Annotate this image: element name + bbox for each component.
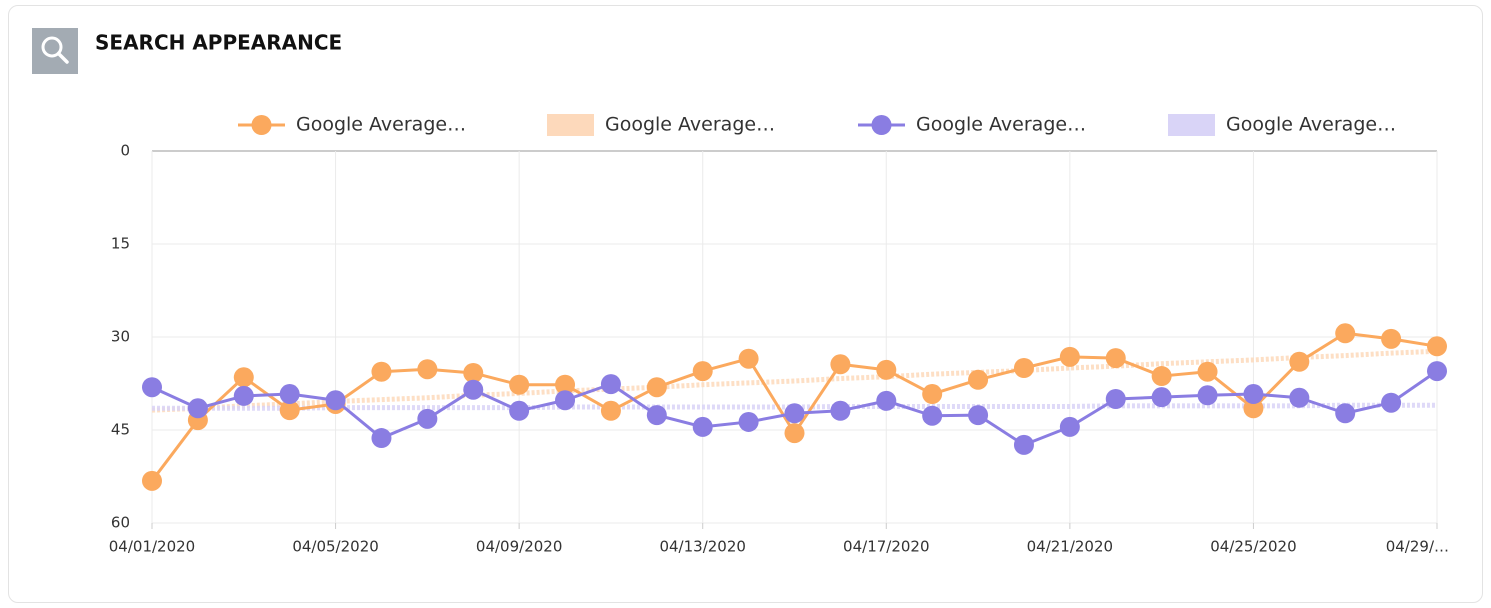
- x-tick-label: 04/05/2020: [292, 538, 378, 556]
- data-point: [187, 398, 208, 419]
- data-point: [1289, 351, 1310, 372]
- data-point: [1197, 361, 1218, 382]
- data-point: [692, 416, 713, 437]
- search-icon: [32, 28, 78, 74]
- data-point: [1151, 366, 1172, 387]
- data-point: [784, 403, 805, 424]
- data-point: [968, 405, 989, 426]
- data-point: [600, 374, 621, 395]
- x-tick-label: 04/09/2020: [476, 538, 562, 556]
- data-point: [922, 405, 943, 426]
- data-point: [417, 408, 438, 429]
- data-point: [371, 428, 392, 449]
- data-point: [646, 405, 667, 426]
- data-point: [830, 354, 851, 375]
- data-point: [1105, 389, 1126, 409]
- y-tick-label: 0: [120, 142, 130, 160]
- legend-swatch: [251, 115, 272, 135]
- card-title: SEARCH APPEARANCE: [95, 31, 342, 55]
- x-tick-label: 04/25/2020: [1210, 538, 1296, 556]
- y-tick-label: 60: [111, 514, 130, 532]
- data-point: [1105, 348, 1126, 369]
- data-point: [692, 361, 713, 382]
- data-point: [600, 400, 621, 421]
- data-point: [830, 400, 851, 421]
- data-point: [922, 384, 943, 405]
- data-point: [1427, 361, 1447, 382]
- y-tick-label: 45: [111, 421, 130, 439]
- search-icon-lens: [41, 36, 63, 58]
- data-point: [738, 348, 759, 369]
- data-point: [279, 400, 300, 421]
- data-point: [555, 390, 576, 411]
- legend-label: Google Average…: [916, 114, 1086, 136]
- data-point: [371, 361, 392, 382]
- data-point: [142, 470, 162, 491]
- y-tick-label: 15: [111, 235, 130, 253]
- x-tick-label: 04/17/2020: [843, 538, 929, 556]
- data-point: [1013, 358, 1034, 378]
- data-point: [1059, 416, 1080, 437]
- data-point: [1059, 346, 1080, 367]
- legend-swatch: [871, 115, 892, 135]
- legend-swatch: [547, 114, 594, 136]
- data-point: [509, 400, 530, 421]
- data-point: [968, 369, 989, 390]
- data-point: [738, 411, 759, 432]
- data-point: [1013, 434, 1034, 455]
- x-tick-label: 04/21/2020: [1027, 538, 1113, 556]
- data-point: [1335, 403, 1356, 424]
- data-point: [1427, 336, 1447, 357]
- x-tick-label: 04/01/2020: [109, 538, 195, 556]
- y-tick-label: 30: [111, 328, 130, 346]
- data-point: [417, 359, 438, 380]
- data-point: [1289, 387, 1310, 408]
- data-point: [1197, 385, 1218, 406]
- data-point: [279, 384, 300, 405]
- data-point: [646, 377, 667, 398]
- data-point: [509, 374, 530, 395]
- data-point: [1381, 328, 1402, 349]
- data-point: [1381, 392, 1402, 413]
- legend-label: Google Average…: [296, 114, 466, 136]
- legend-swatch: [1168, 114, 1215, 136]
- data-point: [1151, 387, 1172, 408]
- data-point: [1243, 384, 1264, 405]
- trend-line: [151, 348, 1438, 413]
- data-point: [876, 359, 897, 380]
- legend-label: Google Average…: [605, 114, 775, 136]
- data-point: [1243, 398, 1264, 419]
- data-point: [463, 362, 484, 383]
- data-point: [233, 385, 254, 406]
- legend-label: Google Average…: [1226, 114, 1396, 136]
- data-point: [233, 367, 254, 388]
- data-point: [463, 379, 484, 400]
- data-point: [555, 374, 576, 395]
- card: [8, 5, 1483, 603]
- data-point: [1335, 323, 1356, 344]
- data-point: [142, 377, 162, 398]
- x-tick-label: 04/13/2020: [659, 538, 745, 556]
- search-icon-handle: [56, 51, 69, 64]
- data-point: [876, 390, 897, 411]
- data-point: [784, 423, 805, 444]
- data-point: [325, 390, 346, 411]
- x-tick-label: 04/29/…: [1386, 538, 1449, 556]
